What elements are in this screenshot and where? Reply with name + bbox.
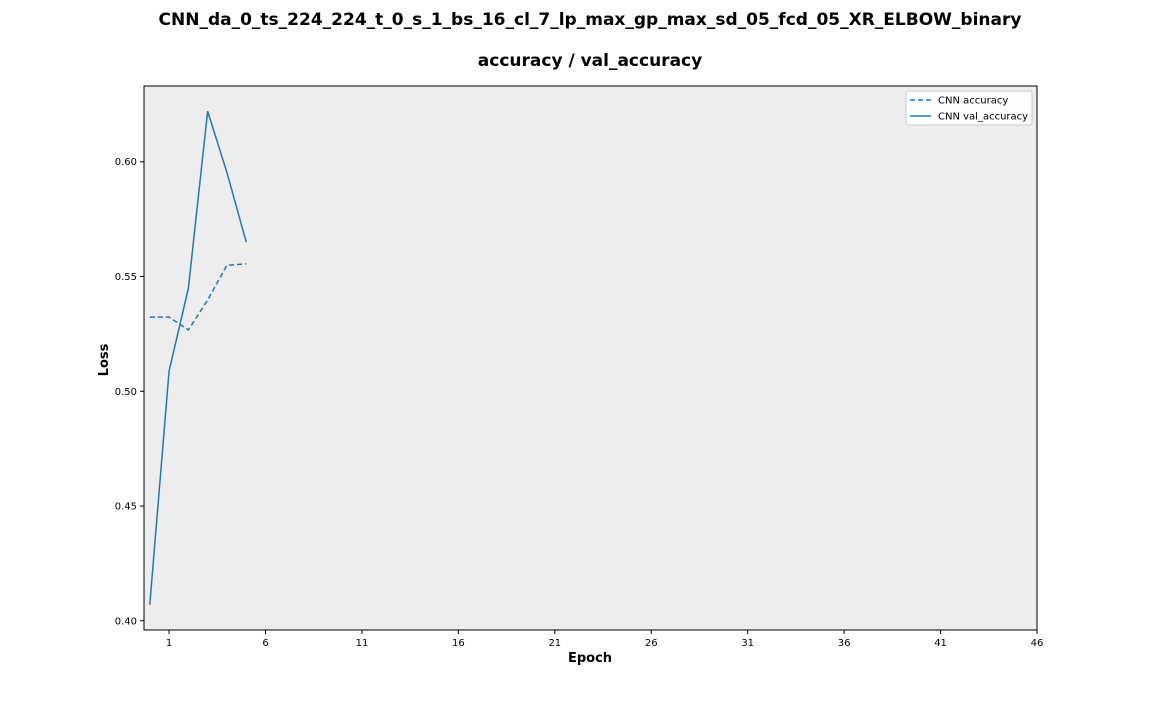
plot-area — [144, 86, 1037, 630]
chart-subtitle: accuracy / val_accuracy — [478, 51, 702, 71]
x-tick-label: 46 — [1031, 638, 1044, 649]
x-tick-label: 1 — [166, 638, 172, 649]
legend[interactable]: CNN accuracy CNN val_accuracy — [905, 90, 1033, 126]
plot-frame — [143, 85, 1038, 631]
legend-box — [905, 90, 1033, 126]
x-tick-label: 26 — [645, 638, 658, 649]
x-tick-label: 11 — [356, 638, 369, 649]
series-layer — [149, 111, 247, 605]
x-axis-label: Epoch — [568, 651, 612, 666]
y-tick-label: 0.60 — [115, 157, 137, 168]
y-tick-label: 0.40 — [115, 616, 137, 627]
y-axis-label: Loss — [97, 343, 112, 376]
legend-label-1: CNN accuracy — [938, 96, 1008, 107]
y-tick-label: 0.55 — [115, 272, 137, 283]
series-line-2 — [149, 111, 247, 605]
y-axis-ticks: 0.40 0.45 0.50 0.55 0.60 — [115, 157, 144, 627]
x-tick-label: 31 — [741, 638, 754, 649]
series-line-1 — [149, 263, 247, 332]
x-tick-label: 16 — [452, 638, 465, 649]
x-tick-label: 21 — [548, 638, 561, 649]
y-tick-label: 0.50 — [115, 387, 137, 398]
x-tick-label: 36 — [838, 638, 851, 649]
chart-title: CNN_da_0_ts_224_224_t_0_s_1_bs_16_cl_7_l… — [159, 10, 1022, 30]
x-tick-label: 41 — [934, 638, 947, 649]
legend-label-2: CNN val_accuracy — [938, 112, 1028, 123]
x-tick-label: 6 — [262, 638, 268, 649]
y-tick-label: 0.45 — [115, 502, 137, 513]
x-axis-ticks: 1 6 11 16 21 26 31 36 41 46 — [166, 630, 1043, 649]
